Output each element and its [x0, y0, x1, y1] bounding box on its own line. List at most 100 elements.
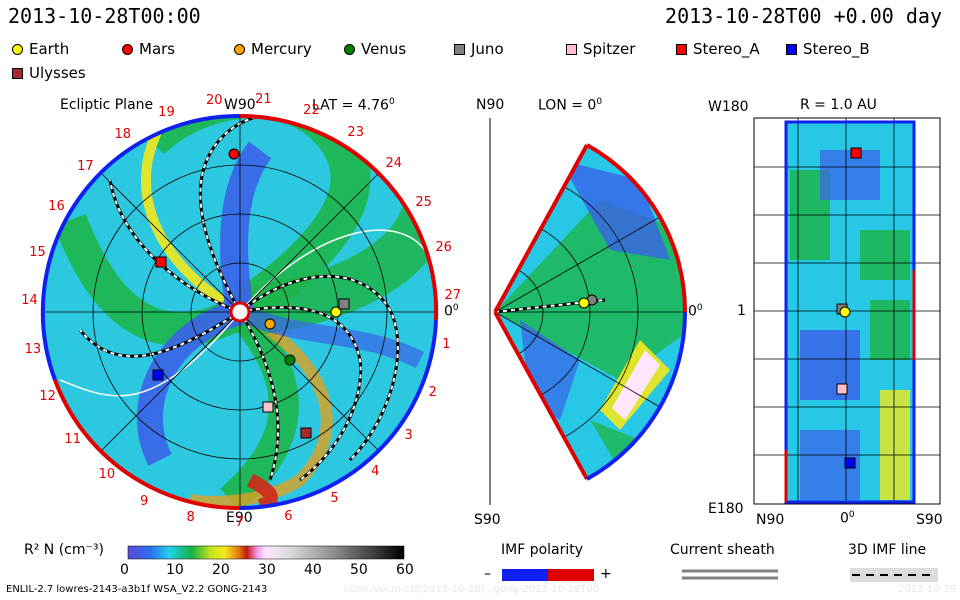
carrington-number: 23: [347, 124, 364, 140]
legend-label: Stereo_B: [803, 40, 870, 58]
current-sheath-title: Current sheath: [670, 542, 775, 558]
legend-item-juno: Juno: [454, 40, 504, 58]
carrington-number: 16: [48, 199, 65, 215]
legend-marker: [12, 43, 23, 55]
stereo-b-marker-map: [844, 457, 856, 469]
ecliptic-bottom-label: E90: [226, 510, 253, 526]
ecliptic-title: Ecliptic Plane: [60, 97, 154, 113]
ecliptic-right-degree: 0: [452, 303, 459, 313]
carrington-number: 10: [98, 466, 116, 482]
carrington-number: 3: [404, 427, 413, 443]
ecliptic-lat-label: LAT = 4.760: [312, 97, 395, 114]
carrington-number: 4: [371, 463, 380, 479]
carrington-number: 27: [444, 288, 462, 304]
lon-degree: 0: [596, 97, 603, 107]
body-markers: [152, 147, 862, 469]
legend-item-venus: Venus: [344, 40, 406, 58]
spitzer-marker-map: [836, 383, 848, 395]
imf-polarity-title: IMF polarity: [501, 542, 584, 558]
carrington-number: 2: [428, 384, 437, 400]
legend-label: Mercury: [251, 40, 312, 58]
radius-top-left-label: W180: [708, 99, 749, 115]
density-colorbar: [127, 545, 405, 560]
carrington-number: 22: [303, 102, 320, 118]
carrington-number: 5: [330, 491, 339, 507]
imf-polarity-positive: [548, 569, 594, 581]
imf-polarity-plus: +: [600, 566, 612, 582]
legend-item-mercury: Mercury: [234, 40, 312, 58]
meridional-wedge: [489, 118, 688, 505]
legend-item-ulysses: Ulysses: [12, 64, 86, 82]
lon-value: LON = 0: [538, 97, 597, 114]
legend-item-stereo-a: Stereo_A: [676, 40, 760, 58]
mars-marker: [228, 148, 240, 160]
radius-map: [753, 117, 941, 505]
carrington-number: 6: [284, 508, 293, 524]
imf-polarity-minus: –: [484, 566, 491, 582]
radius-bottom-left-label: E180: [708, 501, 744, 517]
radius-x-zero: 0: [840, 510, 849, 527]
stereo-a-marker: [155, 256, 167, 268]
left-timestamp: 2013-10-28T00:00: [8, 4, 201, 28]
colorbar-tick: 40: [304, 562, 322, 578]
legend-marker: [786, 43, 797, 55]
ecliptic-right-value: 0: [444, 303, 453, 320]
legend-label: Spitzer: [583, 40, 636, 58]
legend-label: Earth: [29, 40, 70, 58]
meridional-bottom-label: S90: [474, 512, 501, 528]
juno-marker: [338, 298, 350, 310]
legend-item-mars: Mars: [122, 40, 175, 58]
spitzer-marker: [262, 401, 274, 413]
imf-line-title: 3D IMF line: [848, 542, 927, 558]
earth-marker-meridional: [578, 297, 590, 309]
carrington-number: 11: [64, 431, 81, 447]
carrington-number: 20: [205, 92, 223, 108]
meridional-lon-label: LON = 00: [538, 97, 602, 114]
legend-item-spitzer: Spitzer: [566, 40, 635, 58]
radius-x-label-n90: N90: [756, 512, 785, 528]
colorbar-tick: 60: [396, 562, 414, 578]
carrington-number: 7: [235, 514, 244, 530]
stereo-b-marker: [152, 369, 164, 381]
legend-label: Ulysses: [29, 64, 86, 82]
earth-marker-map: [839, 306, 851, 318]
ecliptic-disk: [40, 113, 439, 511]
imf-line-swatch: [850, 568, 938, 582]
venus-marker: [284, 354, 296, 366]
carrington-number: 15: [29, 244, 46, 260]
ecliptic-top-label: W90: [224, 97, 256, 113]
carrington-number: 18: [114, 127, 131, 143]
meridional-right-label: 00: [688, 303, 703, 320]
date-stamp: 2013-10-29: [898, 584, 957, 595]
legend-label: Juno: [471, 40, 504, 58]
legend-marker: [454, 43, 465, 55]
model-info: ENLIL-2.7 lowres-2143-a3b1f WSA_V2.2 GON…: [6, 584, 268, 595]
colorbar-tick: 50: [350, 562, 368, 578]
carrington-number: 14: [21, 293, 38, 309]
legend-label: Mars: [139, 40, 176, 58]
watermark: ccmc/vocm-cid/2013-10-28/...gong-2013-10…: [344, 584, 600, 595]
right-timestamp: 2013-10-28T00 +0.00 day: [665, 4, 942, 28]
carrington-number: 19: [158, 104, 175, 120]
colorbar-tick: 30: [258, 562, 276, 578]
lat-degree: 0: [388, 97, 395, 107]
sun-marker: [229, 301, 251, 323]
imf-polarity-negative: [502, 569, 548, 581]
radius-x-degree: 0: [848, 510, 855, 520]
legend-item-earth: Earth: [12, 40, 69, 58]
ecliptic-right-label: 00: [444, 303, 459, 320]
meridional-right-value: 0: [688, 303, 697, 320]
stereo-a-marker-map: [850, 147, 862, 159]
meridional-top-label: N90: [476, 97, 505, 113]
radius-r-label: R = 1.0 AU: [800, 97, 877, 113]
legend-item-stereo-b: Stereo_B: [786, 40, 870, 58]
carrington-number: 12: [39, 389, 56, 405]
ulysses-marker: [300, 427, 312, 439]
legend-label: Stereo_A: [693, 40, 760, 58]
legend-marker: [344, 43, 355, 55]
current-sheath-swatch: [682, 569, 778, 580]
colorbar-tick: 10: [166, 562, 184, 578]
legend-marker: [12, 67, 23, 79]
legend-marker: [676, 43, 687, 55]
